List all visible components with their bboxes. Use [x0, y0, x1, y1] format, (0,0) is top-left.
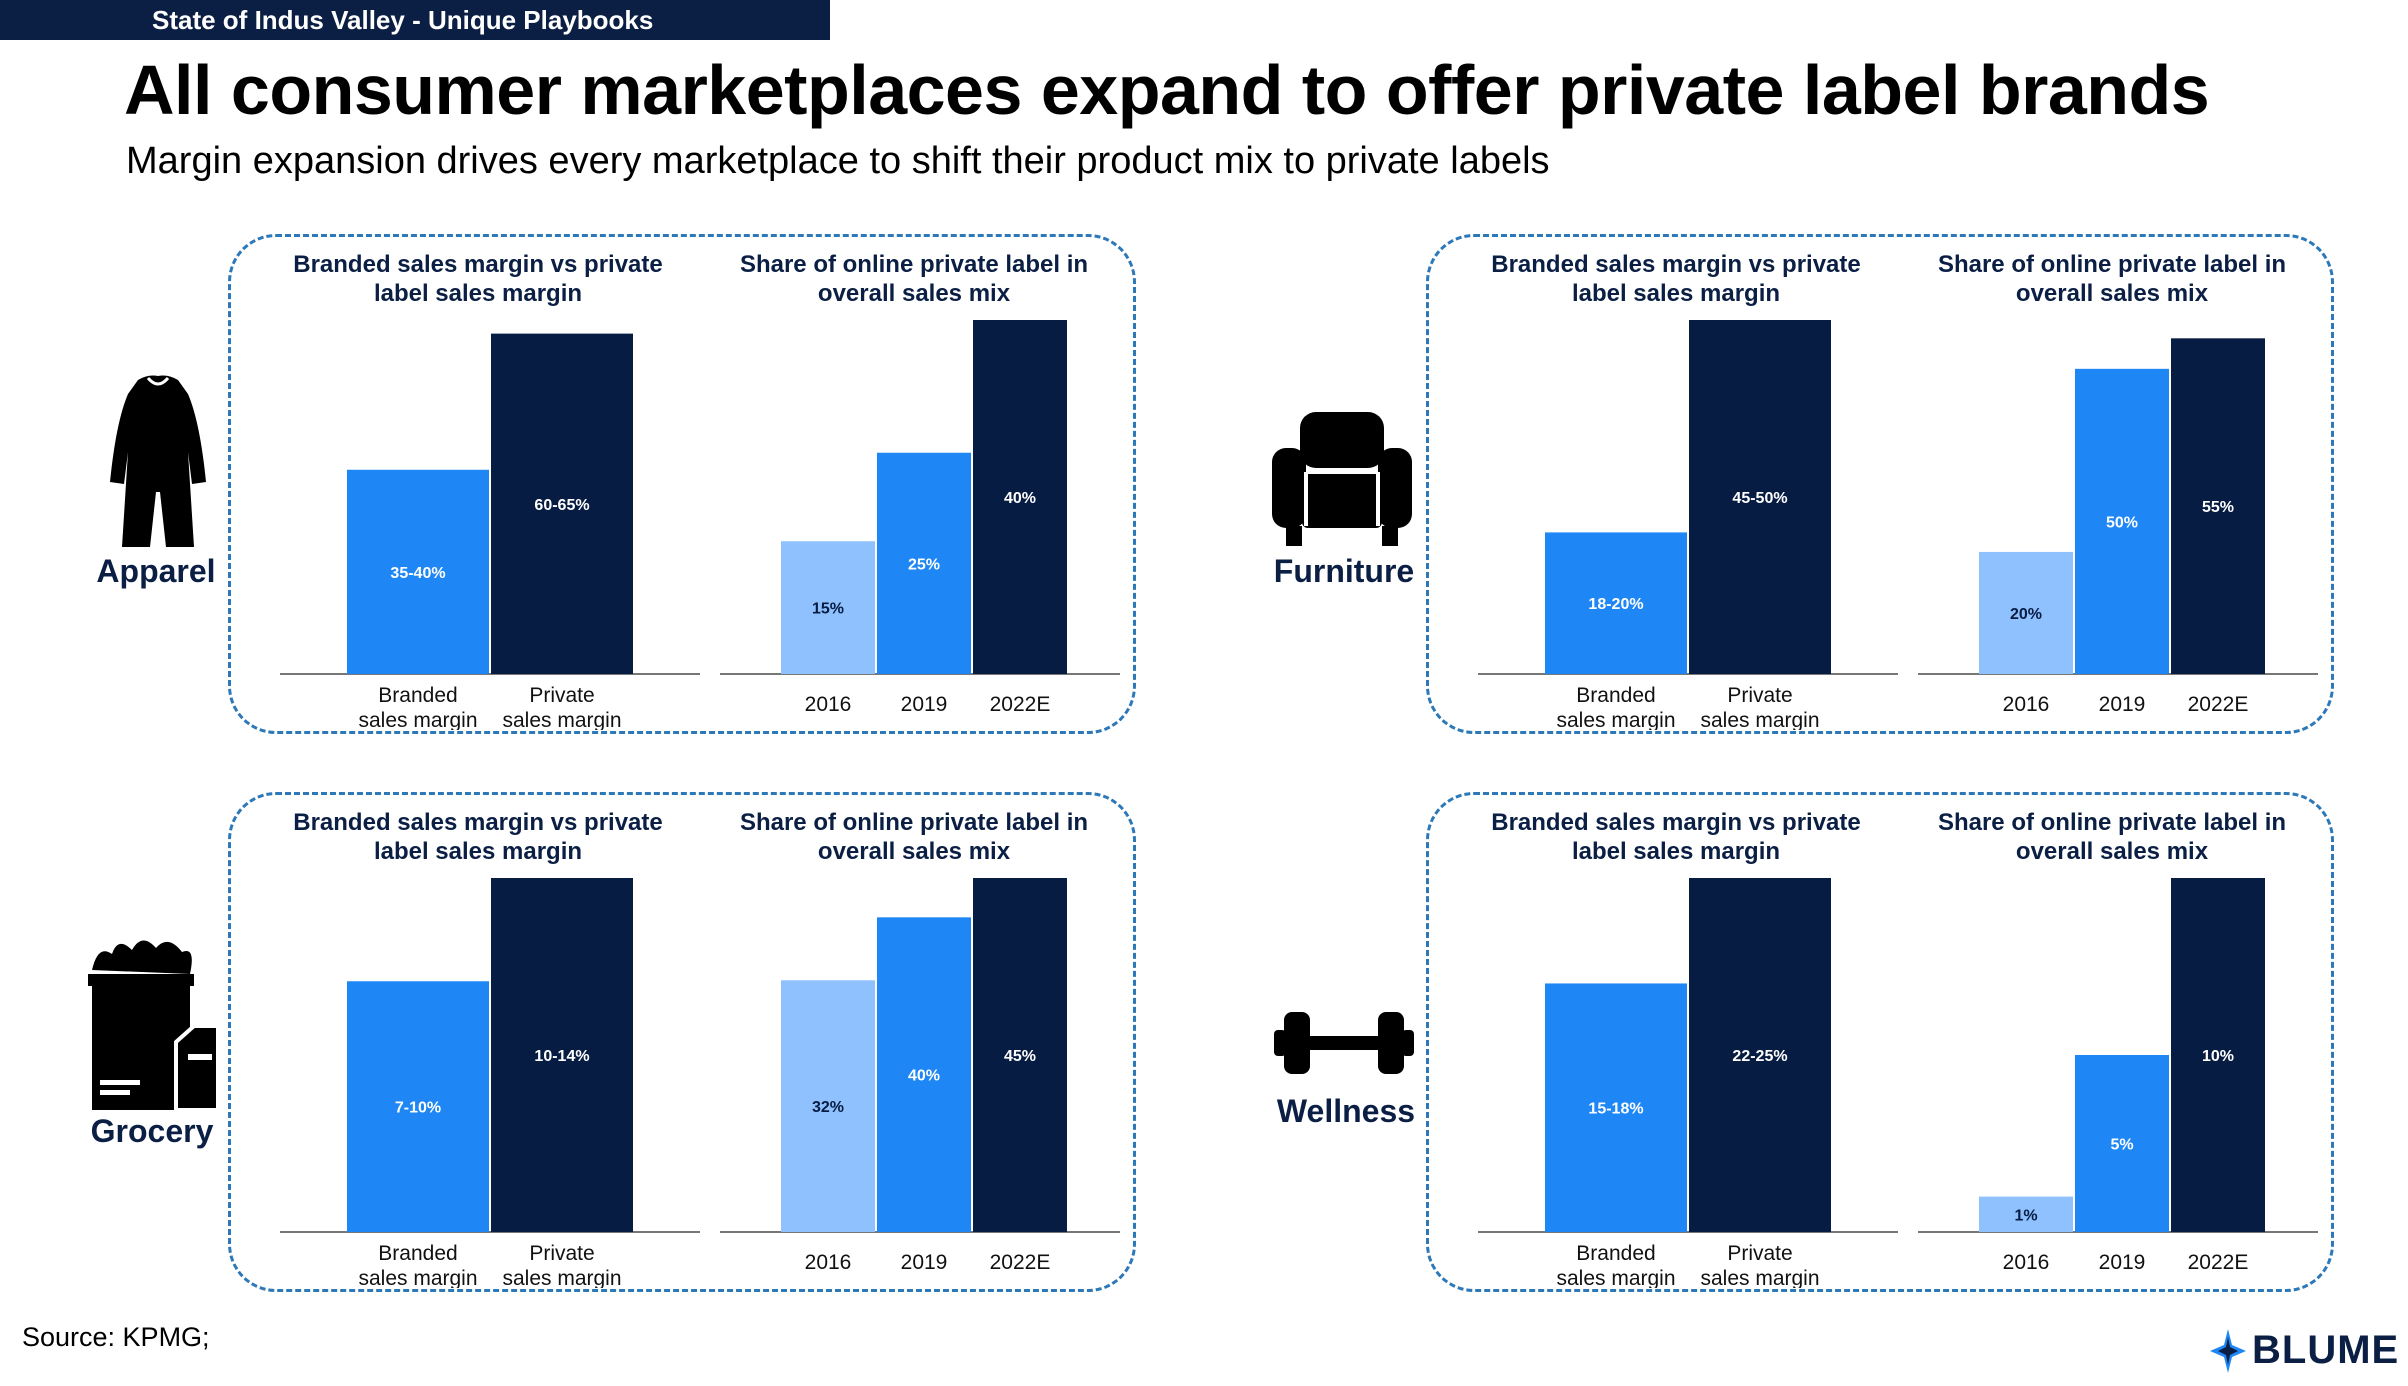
bar-furniture-3-1	[2075, 368, 2169, 674]
panel-grocery	[228, 792, 1136, 1292]
bar-label-apparel-0-1: 60-65%	[534, 497, 589, 514]
category-label-furniture-3-0: 2016	[2003, 693, 2050, 716]
category-label-furniture-2-1: Private sales margin	[1700, 684, 1819, 730]
category-label-apparel-0-0: Branded sales margin	[358, 684, 477, 730]
bar-apparel-1-2	[973, 320, 1067, 674]
category-label-furniture-3-2: 2022E	[2188, 693, 2249, 716]
bar-label-grocery-5-1: 40%	[908, 1068, 940, 1085]
category-label-grocery-4-1: Private sales margin	[502, 1242, 621, 1288]
furniture-share-chart: 20% 2016 50% 2019 55% 2022E	[1918, 338, 2318, 716]
bar-label-grocery-4-0: 7-10%	[395, 1100, 441, 1117]
category-label-furniture-2-0: Branded sales margin	[1556, 684, 1675, 730]
blume-star-icon	[2210, 1328, 2246, 1373]
section-banner: State of Indus Valley - Unique Playbooks	[0, 0, 830, 40]
bar-furniture-2-0	[1545, 532, 1687, 674]
bar-label-apparel-1-1: 25%	[908, 556, 940, 573]
furniture-margin-chart: 18-20% Branded sales margin 45-50% Private sa…	[1478, 320, 1898, 730]
chart-title-apparel-margin: Branded sales margin vs private label sa…	[293, 251, 663, 307]
category-label-wellness-6-0: Branded sales margin	[1556, 1242, 1675, 1288]
category-label-apparel-1-0: 2016	[805, 693, 852, 716]
chart-title-wellness-share: Share of online private label in overall…	[1937, 809, 2287, 865]
bar-label-wellness-7-0: 1%	[2014, 1207, 2037, 1224]
logo-text: BLUME	[2252, 1328, 2400, 1372]
chart-title-wellness-margin: Branded sales margin vs private label sa…	[1491, 809, 1861, 865]
bar-furniture-3-0	[1979, 551, 2073, 674]
bar-grocery-5-2	[973, 878, 1067, 1232]
bar-wellness-7-0	[1979, 1196, 2073, 1232]
category-label-grocery-5-2: 2022E	[990, 1251, 1051, 1274]
chart-title-apparel-share: Share of online private label in overall…	[739, 251, 1089, 307]
category-label-wellness-6-1: Private sales margin	[1700, 1242, 1819, 1288]
panel-furniture	[1426, 234, 2334, 734]
bar-apparel-0-0	[347, 469, 489, 674]
wellness-margin-chart: 15-18% Branded sales margin 22-25% Private sa…	[1478, 878, 1898, 1288]
dress-icon	[110, 375, 206, 547]
bar-label-apparel-0-0: 35-40%	[390, 565, 445, 582]
bar-label-wellness-6-0: 15-18%	[1588, 1101, 1643, 1118]
panel-apparel	[228, 234, 1136, 734]
bar-label-grocery-4-1: 10-14%	[534, 1048, 589, 1065]
category-label-wellness-7-0: 2016	[2003, 1251, 2050, 1274]
dumbbell-icon	[1274, 1012, 1414, 1074]
bar-label-wellness-7-2: 10%	[2202, 1048, 2234, 1065]
bar-label-wellness-7-1: 5%	[2110, 1137, 2133, 1154]
page-title: All consumer marketplaces expand to offe…	[124, 51, 2210, 129]
blume-logo: BLUME	[2210, 1328, 2399, 1373]
bar-label-furniture-3-2: 55%	[2202, 499, 2234, 516]
category-label-grocery-4-0: Branded sales margin	[358, 1242, 477, 1288]
grocery-margin-chart: 7-10% Branded sales margin 10-14% Private sal…	[280, 878, 700, 1288]
page-subtitle: Margin expansion drives every marketplac…	[126, 140, 1550, 182]
source-note: Source: KPMG;	[22, 1322, 210, 1352]
segment-name-apparel: Apparel	[96, 553, 216, 589]
bar-wellness-7-2	[2171, 878, 2265, 1232]
segment-name-wellness: Wellness	[1276, 1093, 1416, 1129]
armchair-icon	[1272, 412, 1412, 546]
segment-name-grocery: Grocery	[90, 1113, 214, 1149]
bar-apparel-1-1	[877, 452, 971, 674]
apparel-margin-chart: 35-40% Branded sales margin 60-65% Private sa…	[280, 333, 700, 730]
bar-furniture-3-2	[2171, 338, 2265, 674]
grocery-share-chart: 32% 2016 40% 2019 45% 2022E	[720, 878, 1120, 1274]
bar-label-furniture-2-1: 45-50%	[1732, 490, 1787, 507]
bar-grocery-5-0	[781, 980, 875, 1232]
chart-title-grocery-share: Share of online private label in overall…	[739, 809, 1089, 865]
bar-wellness-6-1	[1689, 878, 1831, 1232]
apparel-share-chart: 15% 2016 25% 2019 40% 2022E	[720, 320, 1120, 716]
category-label-grocery-5-1: 2019	[901, 1251, 948, 1274]
category-label-apparel-1-2: 2022E	[990, 693, 1051, 716]
bar-wellness-7-1	[2075, 1055, 2169, 1232]
chart-title-furniture-margin: Branded sales margin vs private label sa…	[1491, 251, 1861, 307]
category-label-wellness-7-1: 2019	[2099, 1251, 2146, 1274]
segment-name-furniture: Furniture	[1273, 553, 1415, 589]
category-label-furniture-3-1: 2019	[2099, 693, 2146, 716]
category-label-apparel-1-1: 2019	[901, 693, 948, 716]
bar-apparel-0-1	[491, 333, 633, 674]
bar-label-wellness-6-1: 22-25%	[1732, 1048, 1787, 1065]
category-label-apparel-0-1: Private sales margin	[502, 684, 621, 730]
bar-label-furniture-3-0: 20%	[2010, 606, 2042, 623]
bar-label-apparel-1-2: 40%	[1004, 490, 1036, 507]
bar-wellness-6-0	[1545, 983, 1687, 1232]
bar-grocery-4-0	[347, 981, 489, 1232]
bar-label-apparel-1-0: 15%	[812, 601, 844, 618]
wellness-share-chart: 1% 2016 5% 2019 10% 2022E	[1918, 878, 2318, 1274]
category-label-grocery-5-0: 2016	[805, 1251, 852, 1274]
category-label-wellness-7-2: 2022E	[2188, 1251, 2249, 1274]
chart-title-furniture-share: Share of online private label in overall…	[1937, 251, 2287, 307]
bar-grocery-4-1	[491, 878, 633, 1232]
bar-furniture-2-1	[1689, 320, 1831, 674]
bar-apparel-1-0	[781, 541, 875, 674]
bar-label-grocery-5-2: 45%	[1004, 1048, 1036, 1065]
bar-label-furniture-3-1: 50%	[2106, 514, 2138, 531]
bar-grocery-5-1	[877, 917, 971, 1232]
panel-wellness	[1426, 792, 2334, 1292]
bar-label-grocery-5-0: 32%	[812, 1099, 844, 1116]
bar-label-furniture-2-0: 18-20%	[1588, 596, 1643, 613]
chart-title-grocery-margin: Branded sales margin vs private label sa…	[293, 809, 663, 865]
grocery-bag-icon	[88, 940, 220, 1112]
